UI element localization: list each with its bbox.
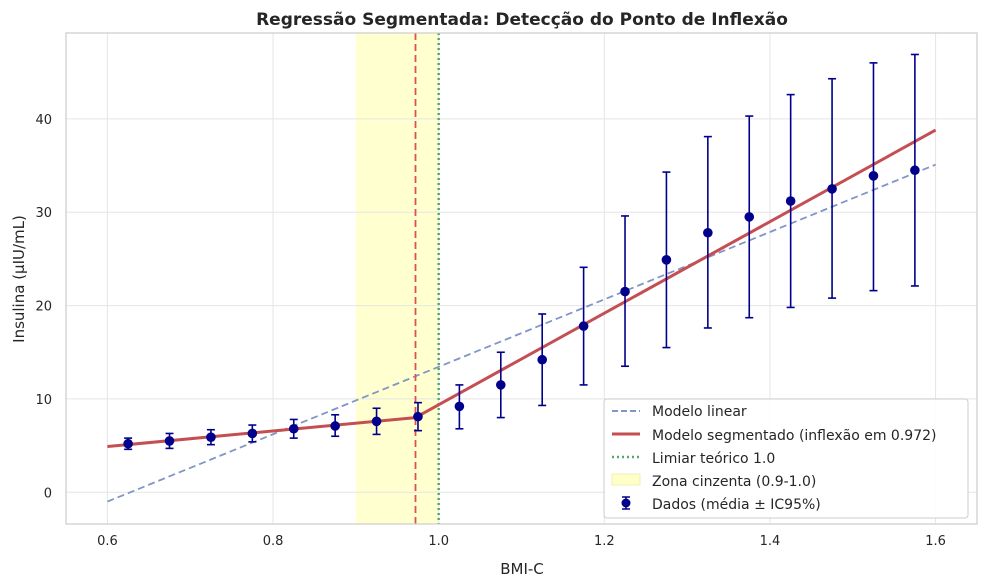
chart-title: Regressão Segmentada: Detecção do Ponto … bbox=[256, 10, 788, 30]
y-tick-label: 20 bbox=[35, 300, 52, 315]
legend-linear-label: Modelo linear bbox=[652, 404, 747, 420]
plot-frame bbox=[65, 32, 978, 525]
x-tick-label: 1.6 bbox=[925, 534, 946, 549]
x-axis-label: BMI-C bbox=[500, 560, 544, 578]
y-tick-label: 30 bbox=[35, 206, 52, 221]
x-tick-label: 0.6 bbox=[97, 534, 118, 549]
x-tick-label: 1.0 bbox=[428, 534, 449, 549]
data-point bbox=[868, 171, 879, 181]
data-point bbox=[910, 165, 920, 176]
legend-segmented-label: Modelo segmentado (inflexão em 0.972) bbox=[652, 428, 936, 444]
data-point bbox=[495, 380, 506, 390]
data-point bbox=[371, 416, 382, 427]
legend-zone-swatch bbox=[611, 473, 641, 486]
data-point bbox=[703, 227, 713, 238]
data-point bbox=[123, 438, 133, 449]
x-tick-label: 1.2 bbox=[594, 534, 615, 549]
data-point bbox=[164, 436, 175, 446]
data-point bbox=[330, 421, 340, 431]
legend: Modelo linear Modelo segmentado (inflexã… bbox=[603, 398, 969, 519]
legend-box bbox=[603, 398, 969, 519]
legend-zone-label: Zona cinzenta (0.9-1.0) bbox=[652, 474, 816, 490]
data-point bbox=[288, 423, 299, 434]
data-point bbox=[744, 212, 755, 222]
gray-zone-band bbox=[355, 33, 439, 524]
linear-model-line bbox=[107, 163, 936, 503]
legend-data-label: Dados (média ± IC95%) bbox=[652, 497, 821, 513]
data-point bbox=[413, 411, 423, 422]
x-tick-label: 1.4 bbox=[760, 534, 781, 549]
data-point bbox=[537, 354, 548, 365]
data-point bbox=[661, 255, 672, 265]
legend-threshold-label: Limiar teórico 1.0 bbox=[652, 451, 775, 467]
data-point bbox=[247, 428, 258, 439]
y-axis-label: Insulina (µIU/mL) bbox=[10, 215, 28, 343]
data-point bbox=[578, 321, 589, 331]
data-point bbox=[454, 401, 465, 412]
data-point bbox=[206, 432, 216, 442]
data-point bbox=[827, 184, 837, 194]
data-points bbox=[123, 53, 920, 451]
axis-ticks: 0.6 0.8 1.0 1.2 1.4 1.6 0 10 20 30 40 bbox=[35, 113, 945, 549]
x-tick-label: 0.8 bbox=[263, 534, 284, 549]
data-point bbox=[620, 286, 630, 297]
y-tick-label: 40 bbox=[35, 113, 52, 128]
data-point bbox=[785, 196, 796, 206]
y-tick-label: 0 bbox=[44, 486, 52, 501]
legend-data-marker bbox=[621, 498, 631, 508]
y-tick-label: 10 bbox=[35, 393, 52, 408]
